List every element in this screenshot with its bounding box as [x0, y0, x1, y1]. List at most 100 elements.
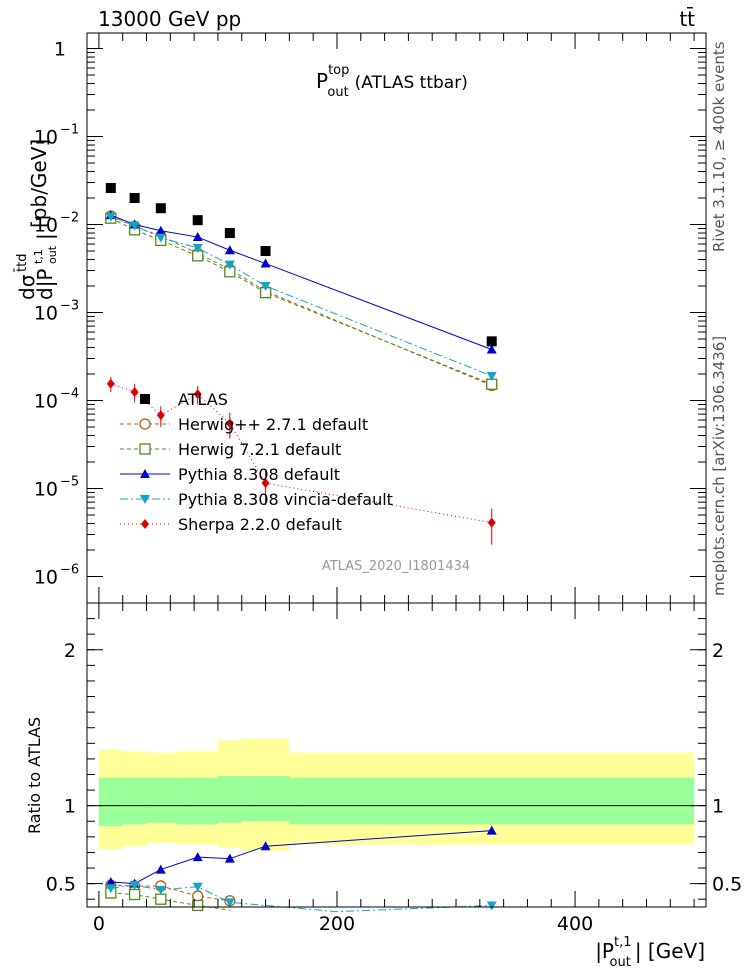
svg-text:dσ: dσ — [15, 274, 39, 300]
data-point — [129, 881, 140, 891]
ratio-series-layer — [105, 825, 497, 913]
data-point — [192, 232, 203, 242]
data-point — [156, 410, 165, 421]
y-tick-label: 10 — [34, 215, 58, 237]
series-herwig-7-2-1-default — [105, 212, 498, 390]
x-tick-label: 0 — [93, 913, 105, 935]
y-tick-exponent: −4 — [60, 387, 79, 402]
data-point — [155, 864, 166, 874]
series-line — [110, 884, 230, 902]
y-tick-exponent: −3 — [60, 299, 79, 314]
legend-label: ATLAS — [178, 390, 228, 409]
data-point — [486, 336, 497, 347]
data-point — [261, 478, 270, 489]
data-point — [128, 888, 141, 901]
data-point — [105, 884, 116, 894]
data-point — [129, 193, 140, 204]
x-axis-label: |Pt,1 out | [GeV] — [595, 935, 705, 970]
series-line — [110, 217, 492, 385]
data-point — [192, 215, 203, 226]
inner-band — [241, 776, 290, 822]
legend-label: Herwig 7.2.1 default — [178, 440, 341, 459]
data-point — [192, 899, 204, 912]
axes-frames — [86, 32, 707, 908]
data-point — [224, 898, 235, 908]
inner-band — [217, 776, 242, 823]
data-point — [486, 344, 497, 354]
ratio-y-axis-label: Ratio to ATLAS — [25, 717, 44, 834]
data-point — [106, 378, 115, 389]
main-series-layer — [105, 182, 498, 545]
data-point — [224, 245, 235, 255]
legend-label: Pythia 8.308 vincia-default — [178, 490, 393, 509]
data-point — [155, 885, 166, 895]
data-point — [130, 386, 139, 397]
mcplots-label: mcplots.cern.ch [arXiv:1306.3436] — [710, 336, 728, 596]
inner-band — [176, 777, 218, 825]
y-tick-exponent: −6 — [60, 563, 79, 578]
rivet-label: Rivet 3.1.10, ≥ 400k events — [710, 41, 728, 252]
data-point — [140, 394, 150, 404]
ratio-frame — [86, 602, 707, 908]
series-line — [110, 214, 492, 350]
svg-text:t,1: t,1 — [32, 249, 45, 264]
legend-label: Sherpa 2.2.0 default — [178, 515, 342, 534]
svg-text:out: out — [46, 245, 59, 264]
data-point — [260, 245, 271, 256]
y-tick-label: 10 — [34, 126, 58, 148]
main-y-axis-label: dσ t̄td d|P out t,1 | [pb/GeV] — [15, 139, 59, 300]
legend-item: Pythia 8.308 vincia-default — [120, 490, 393, 509]
data-point — [224, 260, 235, 270]
legend-item: Herwig++ 2.7.1 default — [120, 415, 368, 434]
inner-band — [289, 777, 695, 825]
data-point — [141, 519, 149, 529]
series-line — [110, 884, 492, 913]
data-point — [155, 233, 166, 243]
legend-label: Herwig++ 2.7.1 default — [178, 415, 368, 434]
data-point — [139, 418, 151, 430]
chart-title: Ptop out (ATLAS ttbar) — [316, 63, 468, 100]
legend-label: Pythia 8.308 default — [178, 465, 340, 484]
y-tick-label: 10 — [34, 567, 58, 589]
data-point — [140, 469, 150, 478]
data-point — [105, 877, 116, 887]
legend-item: Pythia 8.308 default — [120, 465, 340, 484]
data-point — [105, 212, 116, 222]
svg-text:|: | — [33, 233, 57, 240]
ratio-y-tick-label: 1 — [64, 796, 76, 818]
series-pythia-8-308-default — [105, 210, 497, 354]
ratio-uncertainty-bands — [98, 738, 695, 851]
svg-text:[pb/GeV]: [pb/GeV] — [27, 139, 51, 228]
data-point — [193, 389, 202, 400]
y-tick-label: 10 — [34, 303, 58, 325]
data-point — [260, 282, 271, 292]
x-tick-label: 200 — [319, 913, 355, 935]
data-point — [487, 517, 496, 528]
ratio-y-tick-label: 2 — [64, 640, 76, 662]
data-point — [260, 258, 271, 268]
legend: ATLAS Herwig++ 2.7.1 default Herwig 7.2.1 … — [120, 390, 393, 534]
legend-item: Herwig 7.2.1 default — [120, 440, 341, 459]
svg-text:t̄td: t̄td — [15, 254, 30, 273]
ratio-y-tick-label-right: 1 — [712, 796, 724, 818]
series-pythia-8-308-vincia-default — [105, 881, 497, 913]
energy-label: 13000 GeV pp — [98, 7, 241, 31]
data-point — [486, 901, 497, 911]
data-point — [155, 225, 166, 235]
inner-band — [122, 777, 147, 825]
y-tick-label: 10 — [34, 391, 58, 413]
y-tick-label: 1 — [54, 38, 66, 60]
data-point — [140, 495, 150, 504]
ratio-y-tick-label-right: 2 — [712, 640, 724, 662]
data-point — [225, 418, 234, 429]
y-tick-exponent: −5 — [60, 475, 79, 490]
data-point — [224, 853, 235, 863]
y-tick-exponent: −2 — [60, 211, 79, 226]
data-point — [155, 893, 167, 905]
data-point — [129, 221, 140, 231]
data-point — [224, 228, 235, 239]
legend-item: ATLAS — [140, 390, 228, 409]
